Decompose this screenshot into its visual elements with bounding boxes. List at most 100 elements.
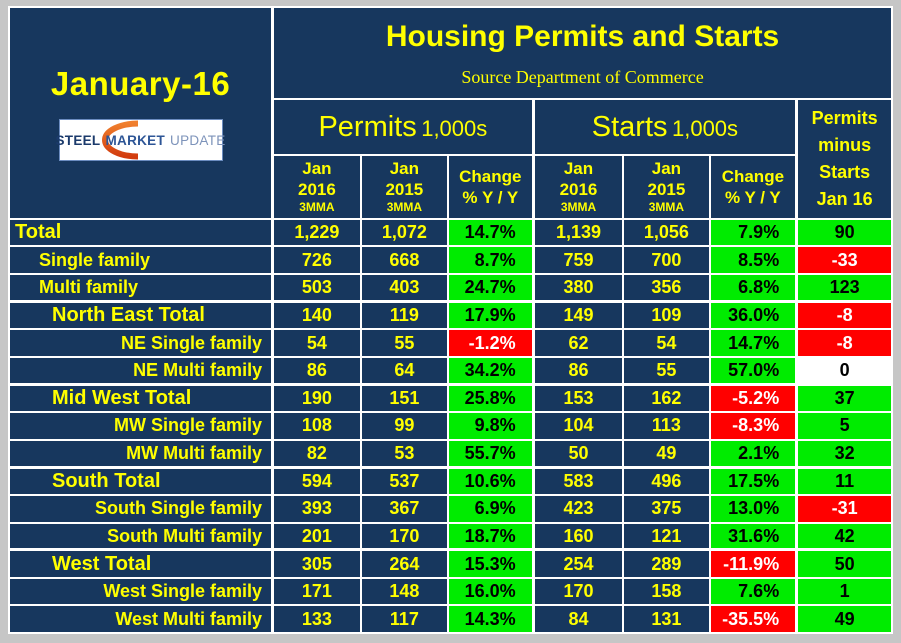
permits-2015-cell: 1,072 (359, 217, 449, 248)
row-label: MW Single family (8, 411, 275, 441)
permits-change-header: Change % Y / Y (446, 154, 535, 220)
diff-column-header: Permits minus Starts Jan 16 (795, 98, 894, 220)
starts-2015-cell: 131 (622, 604, 711, 634)
starts-change-cell: 31.6% (708, 521, 798, 552)
permits-2015-cell: 668 (359, 245, 449, 275)
row-label: NE Single family (8, 328, 275, 358)
starts-2015-cell: 375 (622, 494, 711, 524)
starts-change-cell: -11.9% (708, 548, 798, 579)
table-row: MW Single family 108 99 9.8% 104 113 -8.3% 5 (8, 411, 894, 441)
starts-2016-cell: 84 (531, 604, 625, 634)
permits-2015-cell: 403 (359, 272, 449, 303)
permits-2015-cell: 55 (359, 328, 449, 358)
row-label: NE Multi family (8, 355, 275, 386)
table-row: North East Total 140 119 17.9% 149 109 36.0% -8 (8, 299, 894, 331)
starts-2016-cell: 86 (531, 355, 625, 386)
starts-2016-cell: 380 (531, 272, 625, 303)
starts-units-label: 1,000s (671, 115, 739, 141)
permits-2015-cell: 148 (359, 576, 449, 607)
diff-cell: 49 (795, 604, 894, 634)
logo-update-text: UPDATE (170, 132, 226, 148)
starts-change-header: Change % Y / Y (708, 154, 798, 220)
permits-2016-cell: 305 (271, 548, 362, 579)
permits-2015-cell: 151 (359, 382, 449, 414)
permits-2015-cell: 117 (359, 604, 449, 634)
starts-change-cell: 57.0% (708, 355, 798, 386)
starts-2016-cell: 149 (531, 299, 625, 331)
starts-2015-cell: 1,056 (622, 217, 711, 248)
permits-2015-cell: 170 (359, 521, 449, 552)
diff-cell: 37 (795, 382, 894, 414)
row-label: North East Total (8, 299, 275, 331)
starts-jan2016-header: Jan 2016 3MMA (531, 154, 625, 220)
starts-2016-cell: 759 (531, 245, 625, 275)
permits-2016-cell: 190 (271, 382, 362, 414)
permits-2016-cell: 108 (271, 411, 362, 441)
diff-cell: -31 (795, 494, 894, 524)
starts-2015-cell: 162 (622, 382, 711, 414)
permits-2016-cell: 82 (271, 438, 362, 469)
starts-2016-cell: 62 (531, 328, 625, 358)
diff-header-line3: Starts (819, 162, 871, 182)
permits-change-cell: 9.8% (446, 411, 535, 441)
permits-change-cell: 55.7% (446, 438, 535, 469)
period-panel: January-16 STEEL MARKE (8, 6, 275, 220)
permits-2016-cell: 1,229 (271, 217, 362, 248)
table-row: NE Single family 54 55 -1.2% 62 54 14.7% -8 (8, 328, 894, 358)
logo-market-text: MARKET (105, 132, 166, 148)
permits-change-cell: 24.7% (446, 272, 535, 303)
row-label: South Total (8, 465, 275, 497)
table-row: Mid West Total 190 151 25.8% 153 162 -5.2% 37 (8, 382, 894, 414)
table-title: Housing Permits and Starts (385, 20, 780, 53)
table-row: West Total 305 264 15.3% 254 289 -11.9% 50 (8, 548, 894, 579)
diff-cell: -33 (795, 245, 894, 275)
table-row: Total 1,229 1,072 14.7% 1,139 1,056 7.9% 90 (8, 217, 894, 248)
starts-group-header: Starts 1,000s (531, 98, 798, 156)
table-row: NE Multi family 86 64 34.2% 86 55 57.0% 0 (8, 355, 894, 386)
permits-change-cell: 14.3% (446, 604, 535, 634)
row-label: Mid West Total (8, 382, 275, 414)
row-label: West Single family (8, 576, 275, 607)
starts-2016-cell: 583 (531, 465, 625, 497)
starts-change-cell: 17.5% (708, 465, 798, 497)
permits-2015-cell: 367 (359, 494, 449, 524)
period-label: January-16 (50, 65, 231, 102)
starts-2016-cell: 104 (531, 411, 625, 441)
permits-change-cell: 18.7% (446, 521, 535, 552)
permits-change-cell: 25.8% (446, 382, 535, 414)
permits-group-header: Permits 1,000s (271, 98, 535, 156)
table-row: West Single family 171 148 16.0% 170 158 7.6% 1 (8, 576, 894, 607)
diff-cell: 11 (795, 465, 894, 497)
starts-change-cell: 13.0% (708, 494, 798, 524)
starts-2015-cell: 109 (622, 299, 711, 331)
starts-2015-cell: 121 (622, 521, 711, 552)
permits-2016-cell: 86 (271, 355, 362, 386)
permits-change-cell: -1.2% (446, 328, 535, 358)
starts-2015-cell: 49 (622, 438, 711, 469)
source-label: Source Department of Commerce (461, 67, 704, 87)
starts-change-cell: -8.3% (708, 411, 798, 441)
permits-change-cell: 34.2% (446, 355, 535, 386)
permits-change-cell: 15.3% (446, 548, 535, 579)
permits-change-cell: 10.6% (446, 465, 535, 497)
starts-2015-cell: 54 (622, 328, 711, 358)
diff-cell: 32 (795, 438, 894, 469)
permits-jan2016-header: Jan 2016 3MMA (271, 154, 362, 220)
permits-group-label: Permits (318, 110, 417, 143)
permits-change-cell: 6.9% (446, 494, 535, 524)
starts-change-cell: 14.7% (708, 328, 798, 358)
permits-2015-cell: 64 (359, 355, 449, 386)
starts-change-cell: 7.9% (708, 217, 798, 248)
starts-2015-cell: 158 (622, 576, 711, 607)
permits-2015-cell: 99 (359, 411, 449, 441)
permits-2016-cell: 201 (271, 521, 362, 552)
starts-2016-cell: 1,139 (531, 217, 625, 248)
starts-2015-cell: 700 (622, 245, 711, 275)
starts-2015-cell: 113 (622, 411, 711, 441)
permits-2016-cell: 54 (271, 328, 362, 358)
starts-change-cell: 2.1% (708, 438, 798, 469)
diff-cell: 42 (795, 521, 894, 552)
starts-change-cell: -35.5% (708, 604, 798, 634)
starts-2016-cell: 160 (531, 521, 625, 552)
